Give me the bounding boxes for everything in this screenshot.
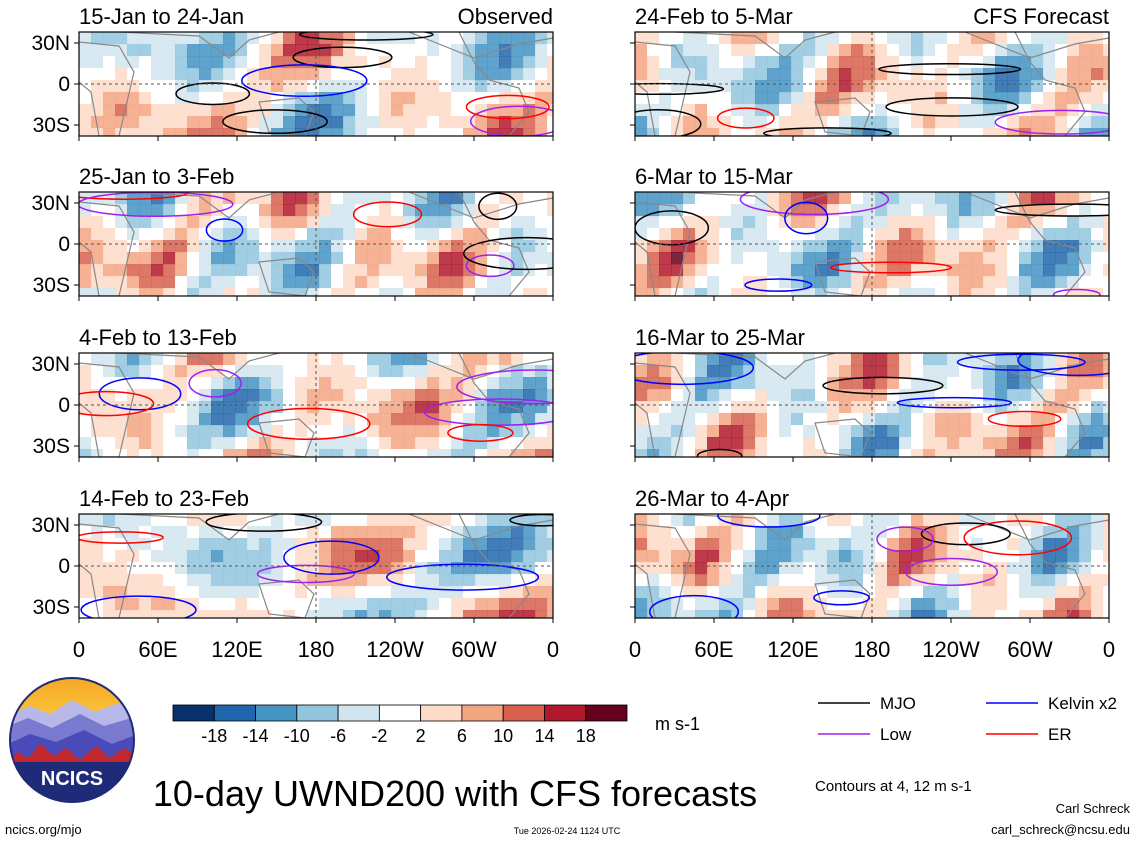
lat-tick-label: 30N <box>31 514 70 537</box>
colorbar-swatch <box>585 704 628 722</box>
panel-date-range: 26-Mar to 4-Apr <box>635 486 789 511</box>
legend-entry-label: ER <box>1048 725 1072 744</box>
lon-tick-label: 180 <box>854 637 891 662</box>
colorbar-swatch <box>420 704 463 722</box>
footer-timestamp: Tue 2026-02-24 1124 UTC <box>514 826 621 836</box>
lat-tick-label: 0 <box>58 233 70 256</box>
colorbar-swatch <box>337 704 380 722</box>
lon-tick-label: 0 <box>73 637 85 662</box>
panel-date-range: 14-Feb to 23-Feb <box>79 486 249 511</box>
panel-date-range: 4-Feb to 13-Feb <box>79 325 237 350</box>
panel-date-range: 6-Mar to 15-Mar <box>635 164 793 189</box>
colorbar-swatch <box>544 704 587 722</box>
contour-note: Contours at 4, 12 m s-1 <box>815 778 972 795</box>
lon-tick-label: 60W <box>451 637 496 662</box>
lon-tick-label: 60E <box>694 637 733 662</box>
figure-title: 10-day UWND200 with CFS forecasts <box>153 773 757 814</box>
logo-text: NCICS <box>41 768 103 790</box>
lat-tick-label: 30S <box>33 435 70 458</box>
ncics-logo: NCICS <box>9 677 135 803</box>
map-panel: 4-Feb to 13-Feb 30N 0 30S <box>31 325 554 462</box>
map-panel: 16-Mar to 25-Mar <box>630 325 1110 462</box>
panel-date-range: 15-Jan to 24-Jan <box>79 4 244 29</box>
lat-tick-label: 30S <box>33 114 70 137</box>
colorbar-tick-label: 10 <box>493 726 513 746</box>
colorbar-swatch <box>172 704 215 722</box>
lon-tick-label: 120W <box>922 637 980 662</box>
panel-date-range: 24-Feb to 5-Mar <box>635 4 793 29</box>
panel-source-label: CFS Forecast <box>973 4 1109 29</box>
legend-entry-label: Low <box>880 725 912 744</box>
lon-tick-label: 0 <box>629 637 641 662</box>
colorbar-tick-label: 2 <box>416 726 426 746</box>
lon-tick-label: 120W <box>366 637 424 662</box>
lat-tick-label: 30S <box>33 274 70 297</box>
lon-tick-label: 120E <box>211 637 262 662</box>
map-panel: 6-Mar to 15-Mar <box>630 164 1110 301</box>
lon-tick-label: 120E <box>767 637 818 662</box>
lon-tick-label: 0 <box>547 637 559 662</box>
colorbar-swatch <box>213 704 256 722</box>
lat-tick-label: 30N <box>31 353 70 376</box>
colorbar-swatch <box>502 704 545 722</box>
lat-tick-label: 0 <box>58 73 70 96</box>
panel-source-label: Observed <box>458 4 553 29</box>
colorbar-swatch <box>378 704 422 722</box>
lat-tick-label: 0 <box>58 555 70 578</box>
map-panel: 15-Jan to 24-Jan Observed 30N 0 30S <box>31 4 554 141</box>
lat-tick-label: 30N <box>31 32 70 55</box>
colorbar-tick-label: -2 <box>371 726 387 746</box>
map-panel: 25-Jan to 3-Feb 30N 0 30S <box>31 164 554 301</box>
colorbar-tick-label: 6 <box>457 726 467 746</box>
lon-tick-label: 180 <box>298 637 335 662</box>
colorbar-swatch <box>255 704 298 722</box>
panel-date-range: 25-Jan to 3-Feb <box>79 164 234 189</box>
colorbar-swatch <box>461 704 504 722</box>
colorbar-tick-label: -6 <box>330 726 346 746</box>
legend-entry-label: Kelvin x2 <box>1048 694 1117 713</box>
lat-tick-label: 30N <box>31 192 70 215</box>
longitude-labels: 0 60E 120E 180 120W 60W 0 0 60E 120E 180 120W 60W 0 <box>73 637 1115 662</box>
lat-tick-label: 30S <box>33 596 70 619</box>
colorbar-tick-label: 18 <box>576 726 596 746</box>
colorbar-tick-label: -10 <box>284 726 310 746</box>
colorbar-tick-label: -18 <box>201 726 227 746</box>
legend-entry-label: MJO <box>880 694 916 713</box>
footer-author: Carl Schreck <box>1056 801 1131 816</box>
map-panel: 24-Feb to 5-Mar CFS Forecast <box>630 4 1110 141</box>
contour-legend: MJO Kelvin x2 Low ER <box>818 694 1117 744</box>
colorbar: -18 -14 -10 -6 -2 2 6 10 14 18 <box>172 704 628 746</box>
map-panel: 14-Feb to 23-Feb 30N 0 30S <box>31 486 554 623</box>
map-panel: 26-Mar to 4-Apr <box>630 486 1110 623</box>
lon-tick-label: 0 <box>1103 637 1115 662</box>
units-label: m s-1 <box>655 714 700 734</box>
lon-tick-label: 60E <box>138 637 177 662</box>
footer-url: ncics.org/mjo <box>5 822 82 837</box>
panel-date-range: 16-Mar to 25-Mar <box>635 325 805 350</box>
colorbar-swatch <box>296 704 339 722</box>
colorbar-tick-label: -14 <box>243 726 269 746</box>
colorbar-tick-label: 14 <box>534 726 554 746</box>
lat-tick-label: 0 <box>58 394 70 417</box>
footer-email: carl_schreck@ncsu.edu <box>991 822 1130 837</box>
lon-tick-label: 60W <box>1007 637 1052 662</box>
